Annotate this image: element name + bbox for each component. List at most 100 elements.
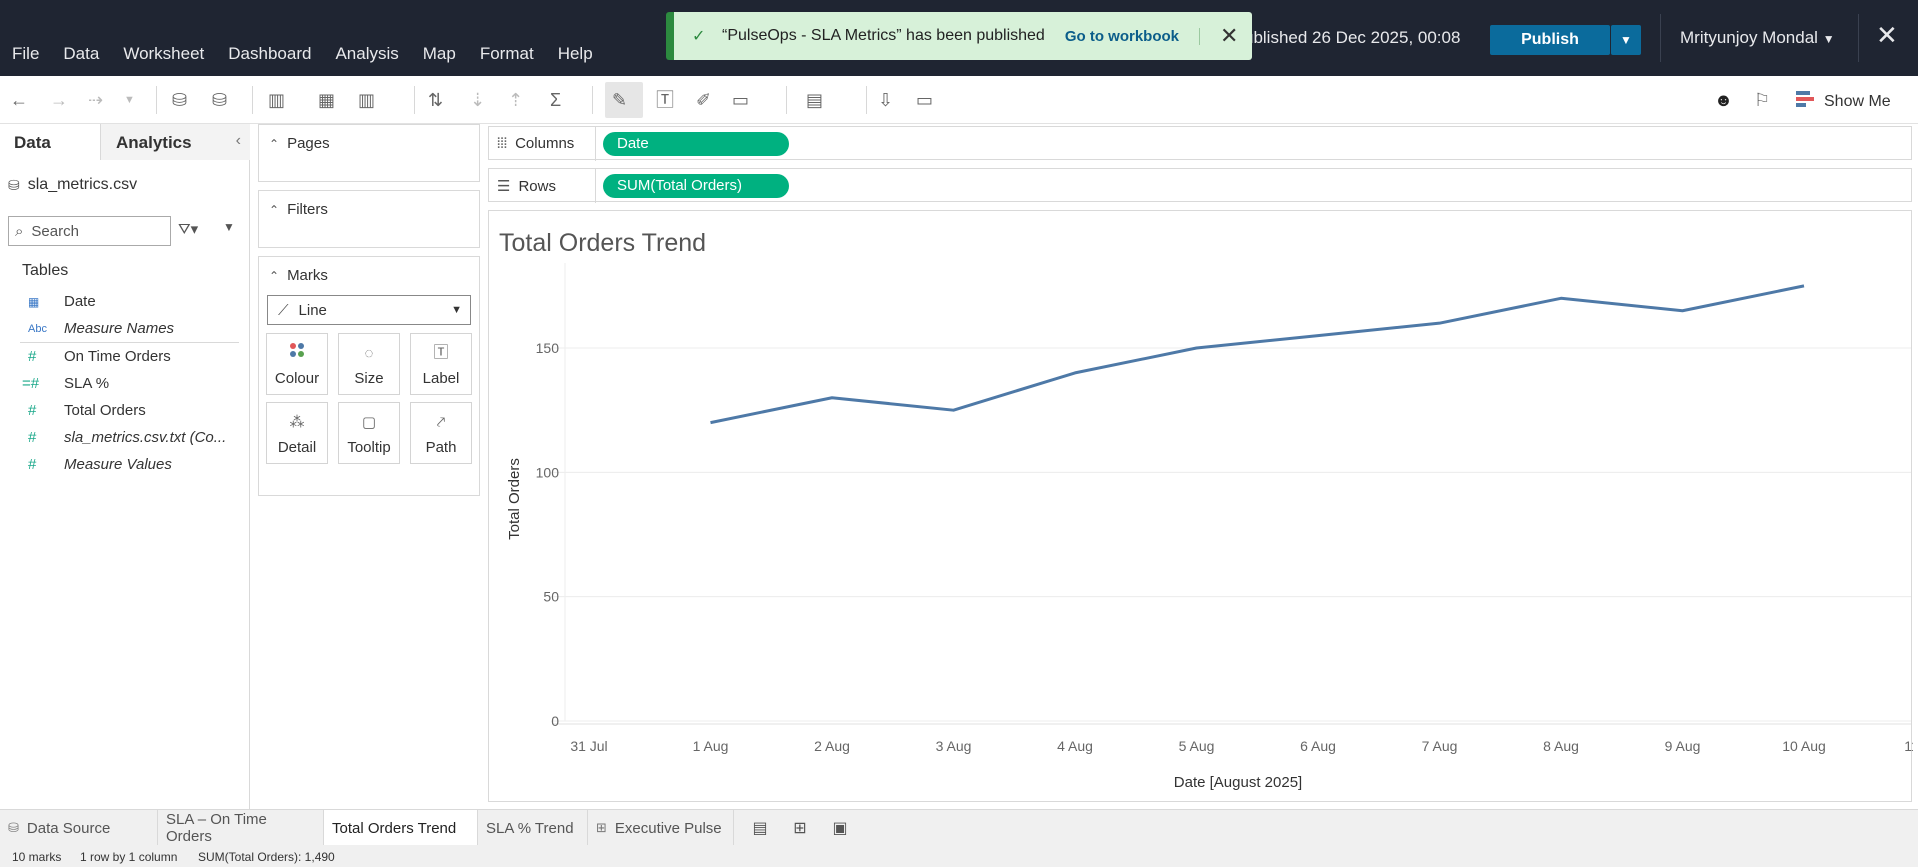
menu-file[interactable]: File (12, 44, 40, 63)
mark-type-select[interactable]: ⟋ Line ▼ (267, 295, 471, 325)
total-orders-pill[interactable]: SUM(Total Orders) (603, 174, 789, 198)
line-chart: Total Orders Trend Total Orders Date [Au… (499, 229, 1913, 791)
tab-executive-pulse[interactable]: ⊞ Executive Pulse (588, 810, 734, 846)
path-button[interactable]: ⤤ Path (410, 402, 472, 464)
x-tick-label: 4 Aug (1057, 738, 1093, 754)
divider (866, 86, 867, 114)
series-line[interactable] (710, 284, 1805, 425)
download-icon[interactable]: ⇩ (878, 90, 894, 110)
pause-updates-icon[interactable]: ⛁ (212, 90, 228, 110)
divider (20, 342, 239, 343)
tab-sla-percent-trend[interactable]: SLA % Trend (478, 810, 588, 846)
x-axis-ticks: 31 Jul 1 Aug 2 Aug 3 Aug 4 Aug 5 Aug 6 Aug 7 Au… (570, 738, 1913, 754)
field-measure-names[interactable]: Abc Measure Names (0, 315, 249, 342)
tab-label: Total Orders Trend (332, 819, 457, 837)
tab-sla-on-time-orders[interactable]: SLA – On Time Orders (158, 810, 324, 846)
menu-dropdown-icon[interactable]: ▼ (223, 220, 235, 234)
line-mark-icon: ⟋ (278, 301, 289, 319)
new-worksheet-icon[interactable]: ▥ (268, 90, 286, 110)
highlight-icon[interactable]: ✎ (612, 90, 628, 110)
search-input[interactable]: ⌕ Search (8, 216, 171, 246)
menu-map[interactable]: Map (422, 44, 456, 63)
data-source-tab[interactable]: ⛁ Data Source (0, 810, 158, 846)
divider (786, 86, 787, 114)
field-name: On Time Orders (64, 348, 171, 365)
toast-close-icon[interactable]: ✕ (1220, 23, 1239, 48)
field-sla-percent[interactable]: =# SLA % (0, 370, 249, 397)
label-button[interactable]: 🅃 Label (410, 333, 472, 395)
x-tick-label: 11 Aug (1904, 738, 1913, 754)
show-me-button[interactable]: Show Me (1796, 90, 1891, 113)
collapse-pane-icon[interactable]: ‹ (235, 132, 241, 149)
columns-label: Columns (515, 135, 575, 152)
new-worksheet-icon[interactable]: ▤ (752, 820, 768, 837)
data-source-item[interactable]: ⛁ sla_metrics.csv (0, 160, 249, 200)
tooltip-button[interactable]: ▢ Tooltip (338, 402, 400, 464)
date-pill[interactable]: Date (603, 132, 789, 156)
columns-shelf[interactable]: ⦙⦙⦙ Columns Date (488, 126, 1912, 161)
presentation-mode-icon[interactable]: ▭ (916, 90, 934, 110)
menu-analysis[interactable]: Analysis (335, 44, 399, 63)
database-icon: ⛁ (8, 820, 19, 835)
rows-shelf[interactable]: ☰ Rows SUM(Total Orders) (488, 168, 1912, 203)
new-story-icon[interactable]: ▣ (832, 820, 848, 837)
sort-descending-icon[interactable]: ⇡ (508, 90, 524, 110)
sort-ascending-icon[interactable]: ⇣ (470, 90, 486, 110)
divider (595, 127, 596, 161)
tab-data[interactable]: Data (0, 124, 100, 160)
replay-icon[interactable]: ⇢ (88, 90, 104, 110)
undo-icon[interactable]: ← (10, 90, 28, 110)
user-menu[interactable]: Mrityunjoy Mondal ▼ (1680, 28, 1835, 48)
ask-data-icon[interactable]: ☻ (1714, 90, 1733, 110)
signpost-icon[interactable]: ⚐ (1754, 90, 1771, 110)
new-dashboard-icon[interactable]: ⊞ (793, 820, 807, 837)
menu-help[interactable]: Help (557, 44, 593, 63)
y-tick-label: 100 (536, 464, 560, 480)
filters-card[interactable]: ⌃ Filters (258, 190, 480, 248)
field-date[interactable]: ▦ Date (0, 288, 249, 315)
y-tick-label: 50 (543, 589, 559, 605)
tooltip-label: Tooltip (347, 439, 391, 456)
menu-format[interactable]: Format (479, 44, 534, 63)
chevron-down-icon: ▼ (1822, 32, 1835, 46)
close-window-icon[interactable]: ✕ (1876, 20, 1898, 50)
swap-rows-columns-icon[interactable]: ⇅ (428, 90, 444, 110)
menu-worksheet[interactable]: Worksheet (123, 44, 205, 63)
go-to-workbook-link[interactable]: Go to workbook (1065, 27, 1200, 45)
field-record-count[interactable]: # sla_metrics.csv.txt (Co... (0, 424, 249, 451)
checkmark-icon: ✓ (692, 28, 706, 45)
detail-button[interactable]: ⁂ Detail (266, 402, 328, 464)
tab-analytics[interactable]: Analytics (100, 124, 250, 160)
rows-label: Rows (518, 178, 556, 195)
clear-sheet-icon[interactable]: ▥ (358, 90, 376, 110)
totals-icon[interactable]: Σ (550, 90, 562, 110)
publish-button[interactable]: Publish (1490, 25, 1610, 55)
colour-button[interactable]: Colour (266, 333, 328, 395)
x-tick-label: 31 Jul (570, 738, 607, 754)
tab-total-orders-trend[interactable]: Total Orders Trend (324, 810, 478, 846)
menu-dashboard[interactable]: Dashboard (228, 44, 312, 63)
field-total-orders[interactable]: # Total Orders (0, 397, 249, 424)
size-button[interactable]: ◌ Size (338, 333, 400, 395)
pages-card[interactable]: ⌃ Pages (258, 124, 480, 182)
show-labels-icon[interactable]: 🅃 (656, 90, 674, 110)
show-cards-icon[interactable]: ▤ (806, 90, 824, 110)
field-on-time-orders[interactable]: # On Time Orders (0, 343, 249, 370)
duplicate-sheet-icon[interactable]: ▦ (318, 90, 336, 110)
string-type-icon: Abc (28, 322, 47, 335)
database-icon: ⛁ (8, 176, 20, 193)
x-tick-label: 8 Aug (1543, 738, 1579, 754)
menu-data[interactable]: Data (63, 44, 100, 63)
redo-icon[interactable]: → (50, 90, 68, 110)
field-measure-values[interactable]: # Measure Values (0, 451, 249, 478)
new-data-source-icon[interactable]: ⛁ (172, 90, 188, 110)
publish-dropdown-icon[interactable]: ▼ (1611, 25, 1641, 55)
fit-icon[interactable]: ▭ (732, 90, 750, 110)
format-workbook-icon[interactable]: ✐ (696, 90, 712, 110)
replay-dropdown-icon[interactable]: ▼ (124, 94, 135, 106)
filter-icon[interactable]: ⛛▾ (178, 221, 199, 238)
field-name: SLA % (64, 375, 110, 392)
main-menu: File Data Worksheet Dashboard Analysis M… (12, 44, 617, 64)
series-total-orders (710, 284, 1805, 425)
highlight-active-bg (605, 82, 643, 118)
